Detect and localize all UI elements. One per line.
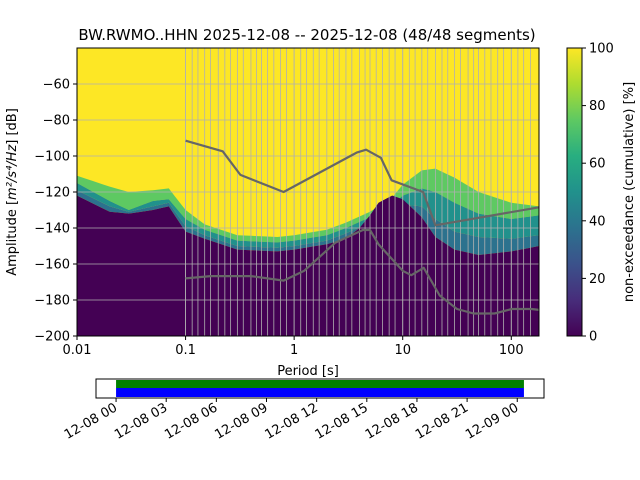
coverage-tick-label: 12-09 00 <box>463 400 521 442</box>
heatmap-band-teal <box>77 183 539 248</box>
noise-model-line <box>185 139 540 227</box>
x-tick-label: 0.01 <box>63 343 92 358</box>
x-tick-label: 1 <box>290 343 298 358</box>
coverage-bar <box>116 380 524 388</box>
coverage-tick-label: 12-08 00 <box>62 400 120 442</box>
coverage-tick-label: 12-08 06 <box>162 400 220 442</box>
coverage-tick-label: 12-08 21 <box>413 400 471 442</box>
y-tick-label: −200 <box>34 330 70 345</box>
coverage-tick-label: 12-08 18 <box>363 400 421 442</box>
colorbar-tick-label: 80 <box>589 99 606 114</box>
colorbar-gradient <box>566 47 583 337</box>
colorbar-tick-label: 100 <box>589 42 614 57</box>
coverage-tick-label: 12-08 12 <box>263 400 321 442</box>
x-axis-ticks: 0.01 0.1 1 10 100 <box>63 336 524 358</box>
coverage-bars <box>116 380 524 397</box>
y-tick-label: −140 <box>34 222 70 237</box>
x-tick-label: 100 <box>499 343 524 358</box>
y-tick-label: −100 <box>34 150 70 165</box>
heatmap-band-blue <box>77 190 539 255</box>
y-axis-ticks: −60 −80 −100 −120 −140 −160 −180 −200 <box>34 78 77 345</box>
colorbar-tick-label: 0 <box>589 330 597 345</box>
colorbar-label: non-exceedance (cumulative) [%] <box>622 82 637 302</box>
y-tick-label: −180 <box>34 294 70 309</box>
noise-models <box>185 139 540 315</box>
colorbar-tick-label: 20 <box>589 272 606 287</box>
colorbar-ticks: 0 20 40 60 80 100 <box>582 42 614 345</box>
colorbar: 0 20 40 60 80 100 non-exceedance (cumulative)… <box>566 42 637 345</box>
x-axis-label: Period [s] <box>277 364 339 379</box>
colorbar-tick-label: 60 <box>589 157 606 172</box>
coverage-tick-label: 12-08 15 <box>313 400 371 442</box>
y-tick-label: −80 <box>43 114 70 129</box>
y-axis-label: Amplitude [m²/s⁴/Hz] [dB] <box>5 108 20 276</box>
noise-model-line <box>185 228 540 315</box>
coverage-tick-label: 12-08 03 <box>112 400 170 442</box>
coverage-bar <box>116 388 524 397</box>
y-tick-label: −160 <box>34 258 70 273</box>
heatmap-band-green <box>77 168 539 243</box>
coverage-tick-label: 12-08 09 <box>212 400 270 442</box>
grid <box>76 48 539 337</box>
y-tick-label: −60 <box>43 78 70 93</box>
x-tick-label: 10 <box>394 343 411 358</box>
colorbar-tick-label: 40 <box>589 214 606 229</box>
x-tick-label: 0.1 <box>175 343 196 358</box>
y-tick-label: −120 <box>34 186 70 201</box>
chart-title: BW.RWMO..HHN 2025-12-08 -- 2025-12-08 (4… <box>78 26 535 44</box>
psd-plot: 0.01 0.1 1 10 100 −60 −80 −100 −120 −140 −160 −180… <box>5 47 540 379</box>
